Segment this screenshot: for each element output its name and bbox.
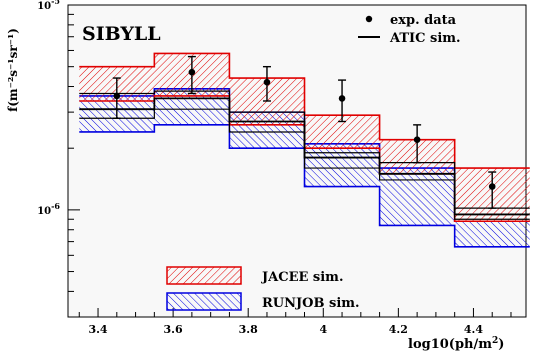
axes-layer: 3.4 3.6 3.8 4 4.2 4.4 10-5 10-6 (37, 0, 512, 336)
y-axis-label: f(m⁻²s⁻¹sr⁻¹) (6, 28, 20, 112)
data-point-2 (263, 78, 271, 86)
data-point-3 (338, 95, 346, 102)
atic-low-line (79, 108, 530, 220)
runjob-band-bin-3 (304, 143, 380, 187)
runjob-band-bin-4 (379, 168, 455, 226)
data-point-5 (488, 183, 496, 190)
legend-exp-data-marker (365, 15, 373, 23)
data-point-4 (413, 136, 421, 144)
data-point-layer (112, 55, 497, 209)
x-tick-label-0: 3.4 (88, 323, 107, 336)
legend-jacee-label: JACEE sim. (261, 270, 343, 285)
legend-top: exp. data ATIC sim. (358, 13, 461, 46)
legend-jacee-swatch (166, 266, 242, 285)
data-point-1 (188, 68, 196, 76)
legend-exp-data-label: exp. data (390, 13, 457, 28)
legend-runjob-label: RUNJOB sim. (262, 296, 360, 311)
x-axis-label: log10(ph/m2) (408, 336, 504, 352)
x-tick-label-4: 4.2 (389, 323, 408, 336)
x-tick-label-1: 3.6 (164, 323, 183, 336)
jacee-band-high-edge (79, 52, 530, 169)
y-tick-label-0: 10-5 (37, 0, 60, 12)
x-tick-label-3: 4 (319, 323, 327, 336)
x-tick-label-2: 3.8 (239, 323, 258, 336)
runjob-band-bin-5 (454, 221, 530, 247)
y-tick-label-1: 10-6 (37, 201, 60, 217)
legend-atic-label: ATIC sim. (389, 31, 461, 46)
legend-bottom: JACEE sim. RUNJOB sim. (166, 266, 360, 311)
x-tick-label-5: 4.4 (464, 323, 483, 336)
data-point-0 (113, 92, 121, 100)
legend-runjob-swatch (166, 292, 242, 311)
chart-title: SIBYLL (82, 23, 161, 45)
